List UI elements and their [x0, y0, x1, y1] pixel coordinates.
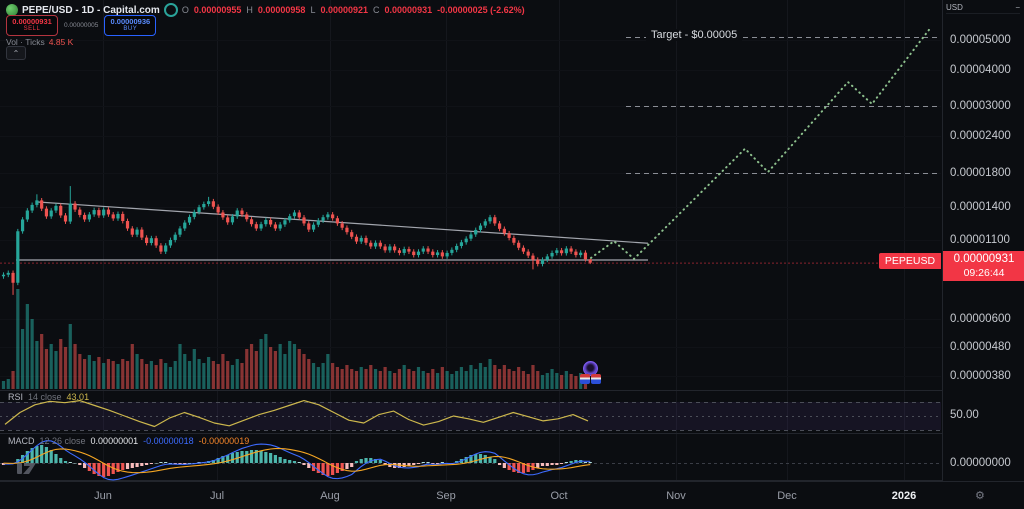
rsi-value: 43.01 [66, 392, 90, 402]
target-label[interactable]: Target - $0.00005 [646, 29, 743, 41]
capitalcom-provider-icon [163, 3, 178, 17]
ohlc-value: 0.00000931 [384, 5, 433, 15]
last-price: 0.00000931 [953, 253, 1015, 266]
price-tick: 0.00000600 [950, 313, 1011, 325]
year-label[interactable]: 2026 [891, 490, 917, 502]
month-label[interactable]: Oct [550, 490, 568, 502]
macd-signal-value: -0.00000019 [198, 436, 250, 446]
buy-button[interactable]: 0.00000936 BUY [104, 15, 157, 36]
sticker-flag-icons [580, 374, 601, 384]
change-value: -0.00000025 (-2.62%) [437, 5, 525, 15]
ohlc-key: L [310, 5, 316, 15]
sell-button[interactable]: 0.00000931 SELL [6, 15, 58, 36]
price-tick: 0.00001800 [950, 167, 1011, 179]
month-label[interactable]: Jul [209, 490, 225, 502]
currency-label: USD [946, 3, 963, 12]
price-tick: 0.00000000 [950, 457, 1011, 469]
volume-indicator-row[interactable]: Vol · Ticks 4.85 K [6, 37, 73, 47]
sticker-orb-icon [583, 361, 598, 376]
collapse-panel-button[interactable]: ⌃ [6, 46, 26, 60]
sell-price: 0.00000931 [12, 17, 52, 27]
macd-params: 12 26 close [39, 436, 86, 446]
price-tick: 0.00000380 [950, 370, 1011, 382]
buy-price: 0.00000936 [110, 17, 151, 27]
price-tick: 0.00004000 [950, 64, 1011, 76]
sell-label: SELL [23, 26, 41, 33]
pepe-coin-logo-icon [6, 4, 18, 16]
month-label[interactable]: Aug [320, 490, 340, 502]
bar-countdown: 09:26:44 [963, 266, 1005, 279]
symbol-title[interactable]: PEPE/USD - 1D - Capital.com [22, 4, 160, 16]
volume-value: 4.85 K [48, 37, 74, 47]
price-tick: 0.00005000 [950, 34, 1011, 46]
ohlc-value: 0.00000958 [257, 5, 306, 15]
macd-name: MACD [8, 436, 35, 446]
month-label[interactable]: Nov [666, 490, 686, 502]
ohlc-key: H [246, 5, 253, 15]
macd-indicator-label[interactable]: MACD 12 26 close 0.00000001 -0.00000018 … [8, 436, 249, 446]
ohlc-values: O 0.00000955 H 0.00000958 L 0.00000921 C 0.0000… [182, 5, 525, 15]
ohlc-key: C [373, 5, 380, 15]
rsi-name: RSI [8, 392, 24, 402]
macd-line-value: -0.00000018 [143, 436, 194, 446]
price-tick: 0.00003000 [950, 100, 1011, 112]
currency-button[interactable]: USD − [946, 2, 1020, 14]
price-tick: 0.00000480 [950, 341, 1011, 353]
rsi-params: 14 close [28, 392, 62, 402]
spread-value: 0.00000005 [64, 22, 99, 29]
month-label[interactable]: Sep [436, 490, 456, 502]
ohlc-key: O [181, 5, 189, 15]
month-label[interactable]: Jun [94, 490, 112, 502]
rsi-indicator-label[interactable]: RSI 14 close 43.01 [8, 392, 89, 402]
ohlc-value: 0.00000955 [193, 5, 242, 15]
symbol-header: PEPE/USD - 1D - Capital.com O 0.00000955 H… [6, 3, 525, 17]
minimize-icon[interactable]: − [1015, 3, 1020, 12]
chart-canvas[interactable] [0, 0, 942, 481]
buy-label: BUY [123, 26, 138, 33]
price-tick: 0.00001400 [950, 201, 1011, 213]
symbol-price-tag: PEPEUSD [879, 253, 941, 269]
ohlc-value: 0.00000921 [320, 5, 369, 15]
axis-settings-gear-icon[interactable]: ⚙ [975, 490, 985, 502]
price-scale[interactable]: USD − 0.00005000 0.00004000 0.00003000 0.00… [879, 0, 1024, 481]
macd-hist-value: 0.00000001 [90, 436, 139, 446]
price-tick: 0.00001100 [950, 234, 1010, 246]
trade-panel: 0.00000931 SELL 0.00000005 0.00000936 BU… [6, 15, 157, 36]
volume-label: Vol · Ticks [6, 37, 45, 47]
current-price-label: 0.00000931 09:26:44 [943, 251, 1024, 281]
time-axis[interactable]: Jun Jul Aug Sep Oct Nov Dec 2026 ⚙ [0, 481, 1024, 509]
price-tick: 50.00 [950, 409, 979, 421]
month-label[interactable]: Dec [777, 490, 797, 502]
price-tick: 0.00002400 [950, 130, 1011, 142]
